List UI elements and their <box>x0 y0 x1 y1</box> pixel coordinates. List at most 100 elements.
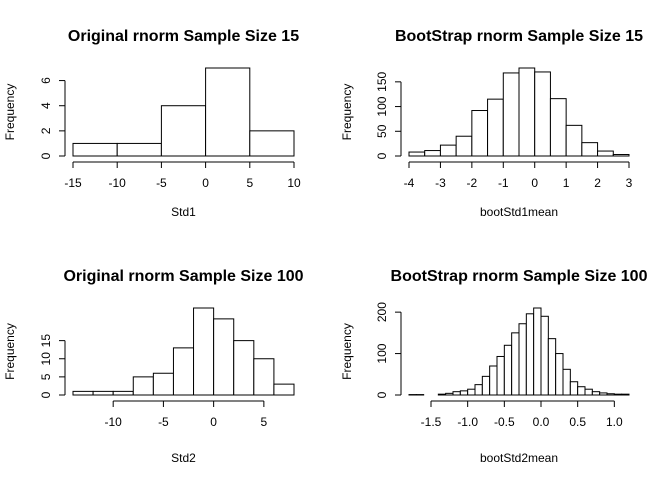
histogram-bar <box>496 355 505 396</box>
histogram-bar <box>503 344 513 396</box>
x-tick-label: 10 <box>287 176 301 190</box>
x-tick-label: 1.0 <box>606 415 623 429</box>
y-tick-label: 4 <box>39 102 53 109</box>
histogram-bar <box>424 150 441 157</box>
histogram-bar <box>474 384 483 396</box>
histogram-bar <box>547 338 557 396</box>
histogram-bar <box>471 110 489 157</box>
histogram-bar <box>597 150 614 157</box>
histogram-bar <box>459 390 469 396</box>
y-axis-label: Frequency <box>340 84 354 141</box>
histogram-bar <box>116 142 162 157</box>
histogram-bar <box>502 72 520 157</box>
y-tick-label: 5 <box>39 373 53 380</box>
x-tick-label: 1 <box>563 176 570 190</box>
histogram-bar <box>437 393 447 396</box>
x-tick-label: 0.0 <box>533 415 550 429</box>
y-tick-label: 150 <box>375 72 389 92</box>
histogram-bar <box>439 144 457 157</box>
histogram-bar <box>555 353 564 396</box>
x-tick-label: -1 <box>498 176 509 190</box>
x-tick-label: -1.5 <box>421 415 442 429</box>
histogram-bar <box>152 372 174 396</box>
histogram-bar <box>518 67 536 157</box>
histogram-bar <box>534 71 551 157</box>
histogram-bar <box>533 307 542 396</box>
histogram-bar <box>72 142 118 157</box>
x-tick-label: -5 <box>158 415 169 429</box>
y-tick-label: 15 <box>39 334 53 348</box>
y-tick-label: 0 <box>39 391 53 398</box>
histogram-bar <box>467 388 476 396</box>
histogram-bar <box>481 375 491 396</box>
histogram-bar <box>112 390 134 396</box>
x-tick-label: -3 <box>435 176 446 190</box>
histogram-bar <box>487 98 504 157</box>
y-tick-label: 0 <box>375 152 389 159</box>
histogram-bar <box>525 313 535 396</box>
x-tick-label: 3 <box>626 176 633 190</box>
histogram-bar <box>72 390 94 396</box>
histogram-bar <box>562 368 571 396</box>
histogram-bar <box>452 391 461 396</box>
chart-title: Original rnorm Sample Size 15 <box>68 28 299 45</box>
histogram-panel: BootStrap rnorm Sample Size 15 -4 -3 -2 -1 0 1… <box>340 28 643 219</box>
x-tick-label: -0.5 <box>494 415 515 429</box>
histogram-panel: Original rnorm Sample Size 100 -10 -5 0 5 0 5 1… <box>3 268 304 465</box>
x-tick-label: 0 <box>202 176 209 190</box>
histogram-panel: BootStrap rnorm Sample Size 100 -1.5 -1.0 -… <box>340 268 648 465</box>
histogram-bar <box>408 151 426 157</box>
x-axis-label: bootStd2mean <box>480 451 558 465</box>
histogram-bar <box>172 347 195 396</box>
histogram-bar <box>489 365 498 396</box>
histogram-bar <box>565 124 583 157</box>
histogram-bar <box>621 393 630 396</box>
y-tick-label: 2 <box>39 127 53 134</box>
histogram-bar <box>92 390 114 396</box>
chart-title: BootStrap rnorm Sample Size 100 <box>391 268 648 285</box>
x-tick-label: -15 <box>64 176 82 190</box>
histogram-bar <box>213 318 235 396</box>
y-tick-label: 0 <box>375 391 389 398</box>
x-tick-label: 2 <box>594 176 601 190</box>
histogram-bar <box>205 67 251 157</box>
histogram-bar <box>584 388 593 396</box>
histogram-bar <box>273 383 295 396</box>
histogram-bar <box>455 135 473 157</box>
histogram-bar <box>511 332 520 396</box>
y-tick-label: 200 <box>375 302 389 322</box>
y-axis-label: Frequency <box>340 323 354 380</box>
histogram-bar <box>233 340 255 396</box>
histogram-bar <box>132 376 154 396</box>
x-tick-label: 5 <box>246 176 253 190</box>
histogram-bar <box>540 315 549 396</box>
x-tick-label: 0 <box>531 176 538 190</box>
y-tick-label: 100 <box>375 343 389 363</box>
histogram-panel: Original rnorm Sample Size 15 -15 -10 -5 0 5 1… <box>3 28 301 219</box>
y-tick-label: 10 <box>39 352 53 366</box>
x-axis-label: Std2 <box>171 451 196 465</box>
histogram-bar <box>577 386 586 396</box>
histogram-bar <box>160 105 207 157</box>
x-tick-label: 0.5 <box>569 415 586 429</box>
y-tick-label: 0 <box>39 152 53 159</box>
x-tick-label: -2 <box>467 176 478 190</box>
chart-title: Original rnorm Sample Size 100 <box>63 268 303 285</box>
histogram-bar <box>613 393 623 396</box>
histogram-bar <box>518 323 527 396</box>
x-tick-label: -1.0 <box>457 415 478 429</box>
histogram-bar <box>581 142 599 157</box>
y-tick-label: 6 <box>39 77 53 84</box>
chart-title: BootStrap rnorm Sample Size 15 <box>395 28 643 45</box>
histogram-bar <box>445 392 454 396</box>
histogram-bar <box>599 392 608 396</box>
x-tick-label: -4 <box>404 176 415 190</box>
x-tick-label: 5 <box>261 415 268 429</box>
x-tick-label: 0 <box>210 415 217 429</box>
histogram-bar <box>193 307 215 396</box>
x-axis-label: Std1 <box>171 205 196 219</box>
x-tick-label: -10 <box>105 415 123 429</box>
histogram-bar <box>591 391 601 396</box>
x-tick-label: -10 <box>109 176 127 190</box>
